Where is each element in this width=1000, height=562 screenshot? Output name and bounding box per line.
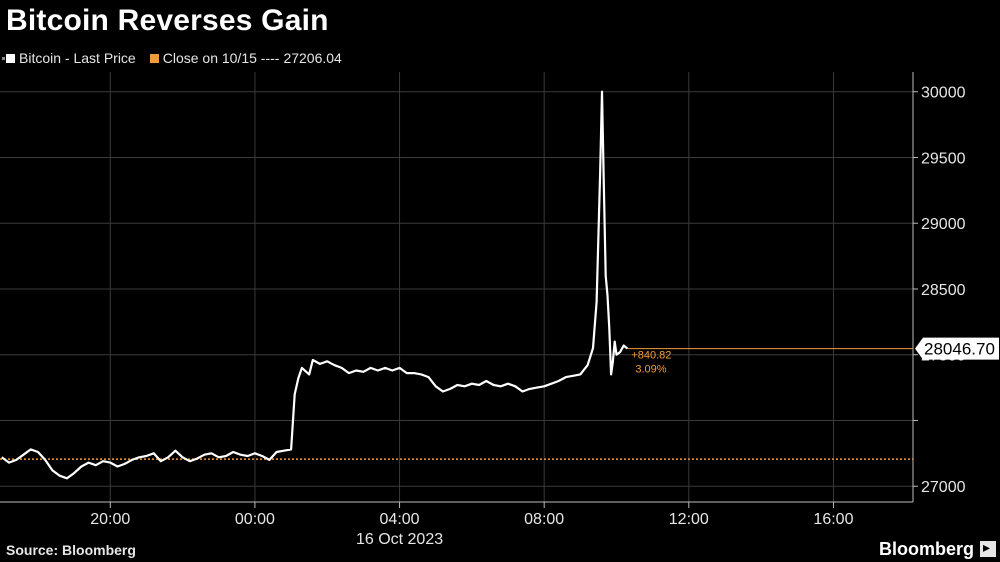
change-pct-label: 3.09% xyxy=(635,364,666,376)
x-date-label: 16 Oct 2023 xyxy=(356,531,443,548)
x-tick-label: 12:00 xyxy=(669,511,709,528)
bloomberg-mark-icon xyxy=(980,539,996,557)
y-tick-label: 29500 xyxy=(921,150,966,167)
y-tick-label: 27000 xyxy=(921,479,966,496)
change-label: +840.82 xyxy=(631,350,671,362)
legend-swatch-orange xyxy=(149,53,159,63)
legend-swatch-white xyxy=(2,53,15,63)
x-tick-label: 08:00 xyxy=(524,511,564,528)
last-price-flag xyxy=(915,337,999,360)
last-price-flag-label: 28046.70 xyxy=(924,340,995,359)
legend-label-last-price: Bitcoin - Last Price xyxy=(19,50,136,66)
legend-item-close: Close on 10/15 ---- 27206.04 xyxy=(149,50,342,66)
y-tick-label: 30000 xyxy=(921,85,966,102)
x-tick-label: 20:00 xyxy=(90,511,130,528)
chart-title: Bitcoin Reverses Gain xyxy=(6,4,329,37)
series-line-bitcoin xyxy=(1,90,629,480)
y-tick-label: 28500 xyxy=(921,282,966,299)
source-note: Source: Bloomberg xyxy=(6,542,136,558)
brand-logo: Bloomberg xyxy=(878,539,974,559)
legend-item-last-price: Bitcoin - Last Price xyxy=(2,50,136,66)
legend-close-value: 27206.04 xyxy=(283,50,342,66)
x-tick-label: 16:00 xyxy=(813,511,853,528)
x-tick-label: 04:00 xyxy=(380,511,420,528)
x-tick-label: 00:00 xyxy=(235,511,275,528)
legend: Bitcoin - Last Price Close on 10/15 ----… xyxy=(2,50,356,66)
legend-label-close: Close on 10/15 ---- xyxy=(162,50,280,66)
y-tick-label: 29000 xyxy=(921,216,966,233)
